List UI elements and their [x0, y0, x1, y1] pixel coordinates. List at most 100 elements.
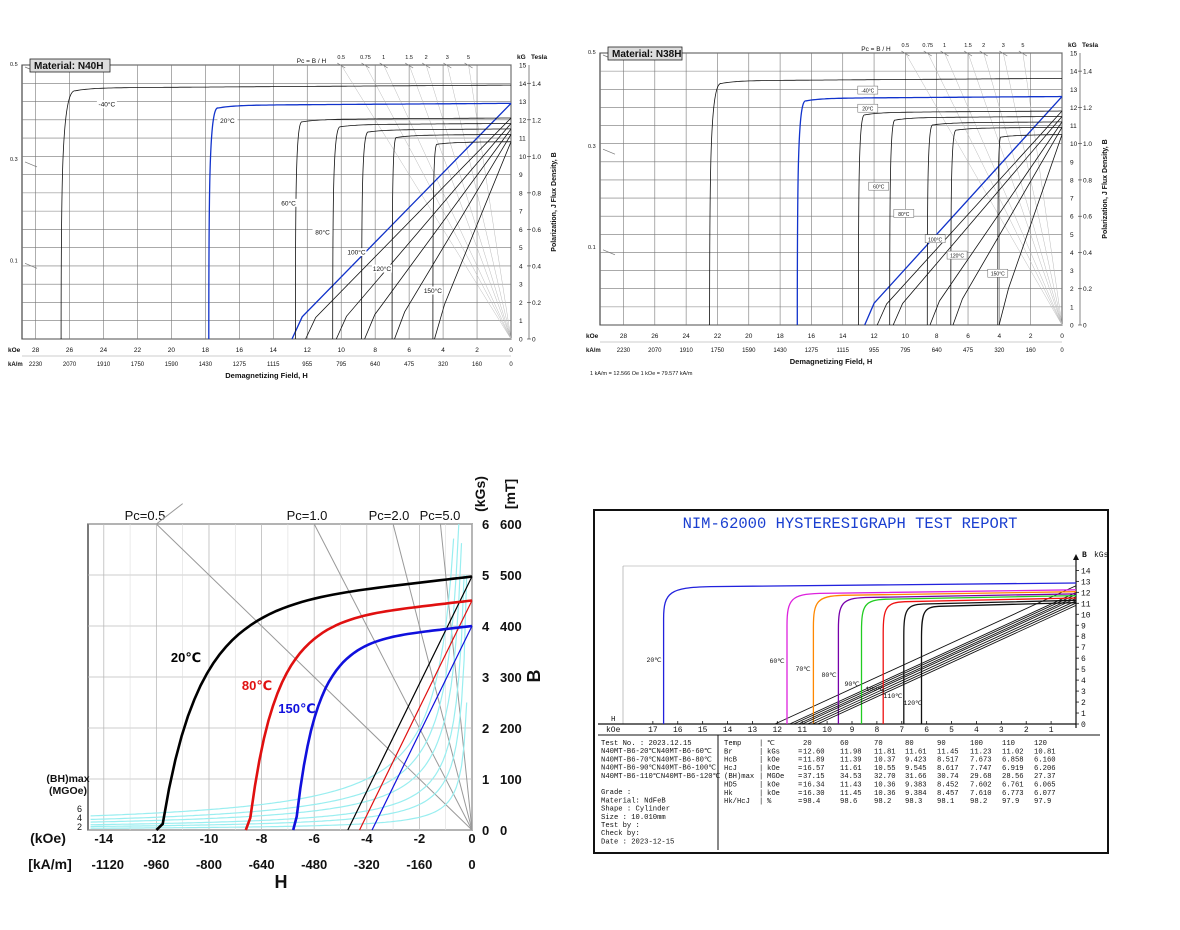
x-tick-kam: -480 [301, 857, 327, 872]
j-curve-4 [860, 594, 1077, 724]
b-curve-3 [892, 116, 1063, 326]
x-tick: 4 [974, 726, 979, 735]
y-axis-title: Polarization, J Flux Density, B [551, 152, 558, 251]
table-cell: 90 [937, 740, 946, 748]
pc-tick-label: 0.75 [922, 43, 933, 49]
j-curve-4 [926, 121, 1062, 326]
pc-tick-label: 1.5 [405, 55, 413, 61]
curve-label-bg [857, 85, 879, 95]
y-tick-kg: 4 [1070, 250, 1074, 257]
x-tick-koe: 16 [236, 347, 244, 354]
y-tick-kg: 4 [519, 263, 523, 270]
x-tick-koe: 12 [870, 333, 878, 340]
x-tick: 8 [874, 726, 879, 735]
table-cell: | [759, 748, 763, 756]
pc-tick-mark [421, 62, 431, 69]
x-tick-kam: 795 [900, 348, 911, 354]
x-tick-kam: 320 [438, 362, 449, 368]
y-tick-kg: 10 [1070, 141, 1078, 148]
y-tick: 9 [1081, 622, 1086, 631]
b-curve-5 [394, 134, 512, 340]
pc-tick-mark [361, 62, 370, 69]
x-tick-koe: 28 [32, 347, 40, 354]
x-tick-koe: 12 [304, 347, 312, 354]
y-tick-tesla: 1.0 [1083, 141, 1092, 148]
bhmax-tick: 2 [77, 822, 82, 832]
table-cell: 31.66 [905, 773, 927, 781]
curve-label: 120℃ [903, 700, 923, 707]
y-unit-tesla: Tesla [531, 54, 548, 61]
curve-label-bg [868, 181, 890, 191]
b-curve-2 [305, 117, 512, 340]
pc-tick-mark [1018, 50, 1028, 57]
curve-label: 20°C [220, 117, 235, 125]
pc-line [392, 523, 473, 831]
y-tick-kg: 7 [519, 209, 523, 216]
curve-label: 80℃ [242, 678, 272, 693]
y-tick-tesla: 1.4 [532, 81, 541, 88]
x-tick: 9 [850, 726, 855, 735]
y-tick: 2 [1081, 699, 1086, 708]
y-axis-title: B [524, 670, 544, 683]
table-cell: 110 [1002, 740, 1015, 748]
x-unit-koe: kOe [8, 347, 21, 354]
y-tick-kg: 8 [1070, 177, 1074, 184]
table-cell: 11.89 [803, 757, 825, 765]
table-cell: | [759, 740, 763, 748]
x-tick: 16 [673, 726, 683, 735]
x-tick-koe: 4 [441, 347, 445, 354]
x-tick-kam: 1910 [97, 362, 111, 368]
pc-tick-mark [379, 62, 388, 69]
y-tick-kg: 13 [1070, 87, 1078, 94]
pc-load-line [944, 52, 1063, 326]
curve-label-bg [278, 198, 299, 207]
j-curve-1 [796, 95, 1062, 326]
y-tick-tesla: 0.2 [532, 300, 541, 307]
curve-label: 110℃ [883, 693, 903, 700]
x-tick-koe: 6 [407, 347, 411, 354]
x-tick-kam: 1910 [679, 348, 693, 354]
table-cell: = [798, 748, 802, 756]
pc-left-tick: 0.3 [588, 144, 596, 150]
b-curve-1 [864, 96, 1063, 326]
info-line: N40MT-B6-20℃N40MT-B6-60℃ [601, 748, 712, 756]
info-line: N40MT-B6-90℃N40MT-B6-100℃ [601, 765, 716, 773]
x-unit-koe: (kOe) [30, 830, 66, 846]
curve-label: 90℃ [844, 681, 860, 688]
table-cell: | [759, 765, 763, 773]
j-curve-6 [903, 599, 1077, 724]
j-curve-5 [950, 126, 1063, 326]
pc-tick-label: 1.5 [964, 43, 972, 49]
info-line: Size : 10.010mm [601, 814, 666, 822]
x-tick-koe: 0 [509, 347, 513, 354]
table-cell: 7.610 [970, 790, 992, 798]
j-curve-0 [60, 84, 511, 340]
table-cell: HD5 [724, 782, 737, 790]
x-tick-kam: 955 [869, 348, 880, 354]
x-tick-koe: 26 [66, 347, 74, 354]
x-tick-koe: -12 [147, 831, 166, 846]
y-tick-kg: 13 [519, 99, 527, 106]
table-cell: 120 [1034, 740, 1047, 748]
curve-label-bg [312, 228, 333, 237]
x-tick: 13 [748, 726, 758, 735]
pc-axis-label: Pc = B / H [861, 46, 891, 53]
j-curve-1 [786, 589, 1077, 724]
bhmax-curve [90, 702, 468, 829]
table-cell: MGOe [767, 773, 784, 781]
table-cell: 6.919 [1002, 765, 1024, 773]
x-tick: 12 [773, 726, 783, 735]
info-line: Grade : [601, 789, 631, 797]
y-tick-kg: 7 [1070, 196, 1074, 203]
y-tick-kg: 6 [1070, 214, 1074, 221]
y-unit: B [1082, 551, 1087, 560]
y-tick: 5 [1081, 666, 1086, 675]
curve-label-bg [893, 209, 915, 218]
pc-left-tick: 0.1 [10, 258, 18, 264]
b-line-7 [817, 604, 1077, 725]
bhmax-curve [90, 574, 465, 826]
table-cell: HcJ [724, 765, 737, 773]
table-cell: 11.61 [905, 748, 927, 756]
x-tick: 7 [899, 726, 904, 735]
